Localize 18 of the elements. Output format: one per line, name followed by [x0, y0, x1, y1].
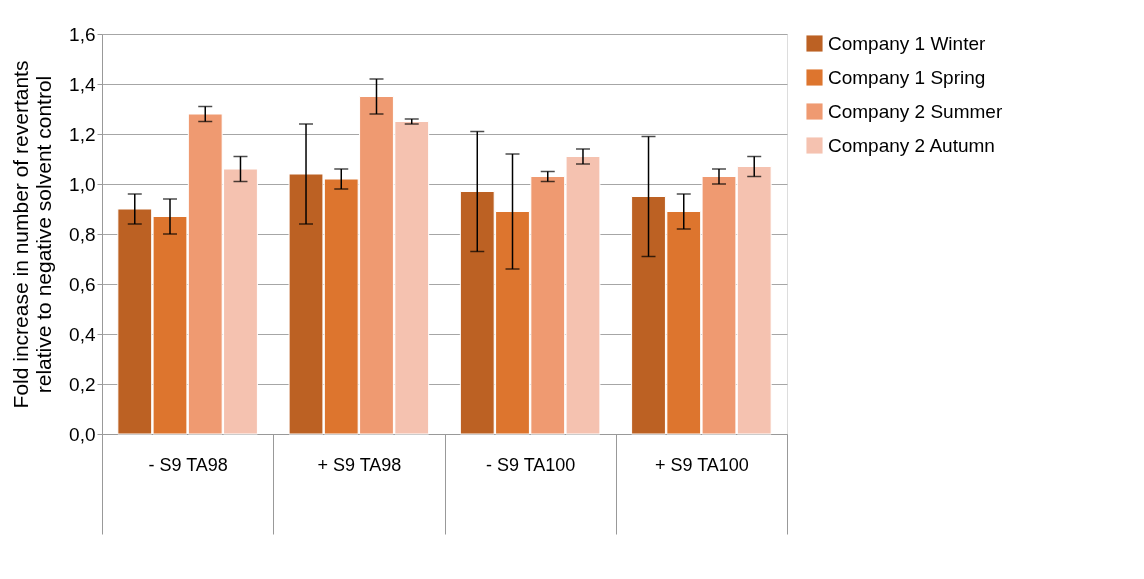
y-tick-label: 1,0: [69, 173, 96, 195]
x-tick-label: - S9 TA98: [148, 454, 228, 475]
y-tick-label: 0,2: [69, 373, 96, 395]
x-tick-label: + S9 TA98: [317, 454, 402, 475]
x-tick-label: + S9 TA100: [654, 454, 749, 475]
legend-label: Company 1 Spring: [828, 66, 986, 88]
y-tick-label: 0,4: [69, 323, 96, 345]
y-axis-title: Fold increase in number of revertants relative to negative solvent control: [9, 60, 56, 409]
y-tick-label: 0,8: [69, 223, 96, 245]
y-tick-label: 1,4: [69, 73, 96, 95]
y-tick-label: 1,2: [69, 123, 96, 145]
legend-label: Company 2 Summer: [828, 100, 1003, 122]
legend-label: Company 1 Winter: [828, 32, 987, 54]
legend-label: Company 2 Autumn: [828, 134, 995, 156]
y-tick-label: 0,0: [69, 423, 96, 445]
y-tick-label: 0,6: [69, 273, 96, 295]
y-tick-label: 1,6: [69, 23, 96, 45]
x-tick-label: - S9 TA100: [485, 454, 576, 475]
